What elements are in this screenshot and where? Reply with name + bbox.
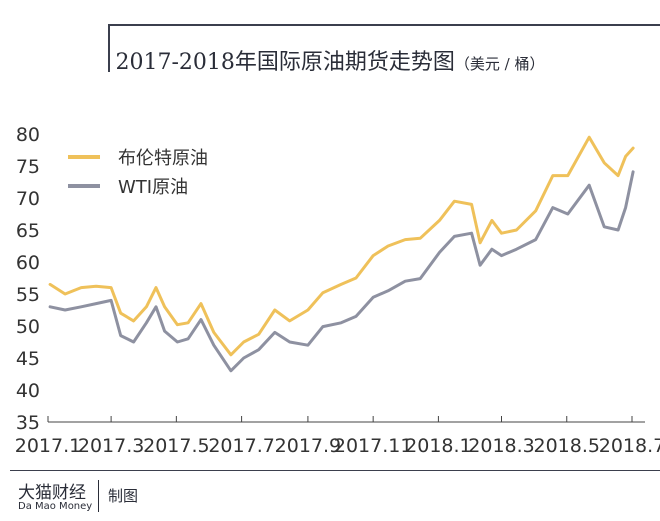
y-tick-label: 80 [16, 124, 40, 146]
legend-label: WTI原油 [118, 177, 188, 198]
y-tick-label: 65 [16, 220, 40, 242]
title-top-rule [108, 24, 660, 26]
y-tick-label: 40 [16, 380, 40, 402]
legend-label: 布伦特原油 [118, 148, 208, 169]
footer-rule [10, 470, 660, 471]
x-tick-label: 2018.5 [534, 435, 600, 457]
brand-name: 大猫财经 [18, 483, 86, 503]
y-tick-label: 60 [16, 252, 40, 274]
series-line-wti [48, 170, 635, 373]
x-tick-label: 2017.11 [334, 435, 413, 457]
x-tick-label: 2017.3 [78, 435, 144, 457]
y-tick-label: 50 [16, 316, 40, 338]
y-tick-label: 45 [16, 348, 40, 370]
x-tick-label: 2018.7 [599, 435, 660, 457]
x-tick-label: 2018.1 [405, 435, 471, 457]
x-tick-label: 2017.5 [143, 435, 209, 457]
y-tick-label: 55 [16, 284, 40, 306]
chart-title-main: 2017-2018年国际原油期货走势图 [115, 50, 455, 75]
brand-name-en: Da Mao Money [18, 501, 93, 512]
brand-divider [98, 480, 99, 512]
credit-label: 制图 [108, 487, 139, 505]
y-tick-label: 35 [16, 412, 40, 434]
x-tick-label: 2017.1 [15, 435, 81, 457]
x-tick-label: 2017.9 [275, 435, 341, 457]
chart-title: 2017-2018年国际原油期货走势图（美元 / 桶） [0, 44, 660, 76]
chart-title-unit: （美元 / 桶） [454, 55, 545, 73]
y-tick-label: 70 [16, 188, 40, 210]
y-tick-label: 75 [16, 156, 40, 178]
series-line-brent [48, 135, 635, 357]
legend: 布伦特原油 WTI原油 [68, 148, 208, 198]
title-left-rule [108, 24, 110, 72]
x-tick-label: 2018.3 [468, 435, 534, 457]
x-tick-label: 2017.7 [208, 435, 274, 457]
series-layer [48, 135, 635, 373]
y-axis: 35 40 45 50 55 60 65 70 75 80 [16, 124, 40, 434]
